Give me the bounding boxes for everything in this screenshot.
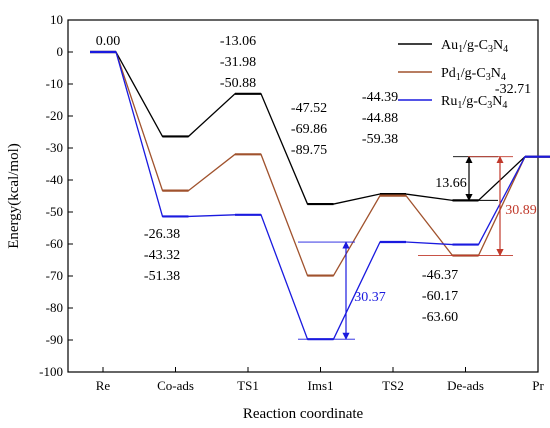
legend-label: Ru1/g-C3N4 <box>441 94 507 111</box>
value-label: -44.88 <box>362 111 398 126</box>
y-tick-label: -100 <box>39 364 63 379</box>
value-label: -89.75 <box>291 143 327 158</box>
value-label: 30.89 <box>505 203 537 218</box>
x-axis: Re Co-ads TS1 Ims1 TS2 De-ads Pr <box>96 367 544 393</box>
legend-label: Pd1/g-C3N4 <box>441 66 506 83</box>
value-label: -69.86 <box>291 122 327 137</box>
value-label: -43.32 <box>144 248 180 263</box>
value-label: 13.66 <box>435 176 467 191</box>
barrier-30.89 <box>418 155 513 257</box>
value-label: 0.00 <box>96 34 121 49</box>
y-tick-label: -60 <box>46 236 63 251</box>
value-label: -26.38 <box>144 227 180 242</box>
plot-frame <box>67 19 539 373</box>
barrier-30.37 <box>298 241 355 340</box>
value-label: -31.98 <box>220 55 256 70</box>
value-label: -51.38 <box>144 269 180 284</box>
legend-entry: Pd1/g-C3N4 <box>398 66 506 83</box>
annotation-group: 0.00 -13.06 -31.98 -50.88 -47.52 -69.86 -89.75… <box>96 34 537 325</box>
x-tick-label: Pr <box>532 378 544 393</box>
legend-entry: Au1/g-C3N4 <box>398 38 508 55</box>
x-tick-label: TS2 <box>382 378 404 393</box>
y-axis: 10 0 -10 -20 -30 -40 -50 -60 -70 -80 -90 -100 <box>39 12 73 379</box>
x-axis-title: Reaction coordinate <box>243 406 364 422</box>
x-tick-label: Re <box>96 378 111 393</box>
y-tick-label: -30 <box>46 140 63 155</box>
y-tick-label: -70 <box>46 268 63 283</box>
value-label: -47.52 <box>291 101 327 116</box>
x-tick-label: De-ads <box>447 378 484 393</box>
value-label: -44.39 <box>362 90 398 105</box>
y-tick-label: -10 <box>46 76 63 91</box>
value-label: 30.37 <box>354 290 386 305</box>
value-label: -50.88 <box>220 76 256 91</box>
y-tick-label: -50 <box>46 204 63 219</box>
legend-label: Au1/g-C3N4 <box>441 38 508 55</box>
y-tick-label: -80 <box>46 300 63 315</box>
y-tick-label: -20 <box>46 108 63 123</box>
y-tick-label: 10 <box>50 12 63 27</box>
x-tick-label: Ims1 <box>308 378 334 393</box>
value-label: -13.06 <box>220 34 256 49</box>
y-axis-title: Energy(kcal/mol) <box>6 143 22 249</box>
x-tick-label: TS1 <box>237 378 259 393</box>
value-label: -32.71 <box>495 82 531 97</box>
y-tick-label: -90 <box>46 332 63 347</box>
barrier-group <box>298 155 513 340</box>
value-label: -46.37 <box>422 268 458 283</box>
y-tick-label: 0 <box>57 44 64 59</box>
value-label: -59.38 <box>362 132 398 147</box>
value-label: -60.17 <box>422 289 458 304</box>
y-tick-label: -40 <box>46 172 63 187</box>
legend: Au1/g-C3N4 Pd1/g-C3N4 Ru1/g-C3N4 <box>398 38 508 111</box>
legend-entry: Ru1/g-C3N4 <box>398 94 507 111</box>
value-label: -63.60 <box>422 310 458 325</box>
x-tick-label: Co-ads <box>157 378 194 393</box>
